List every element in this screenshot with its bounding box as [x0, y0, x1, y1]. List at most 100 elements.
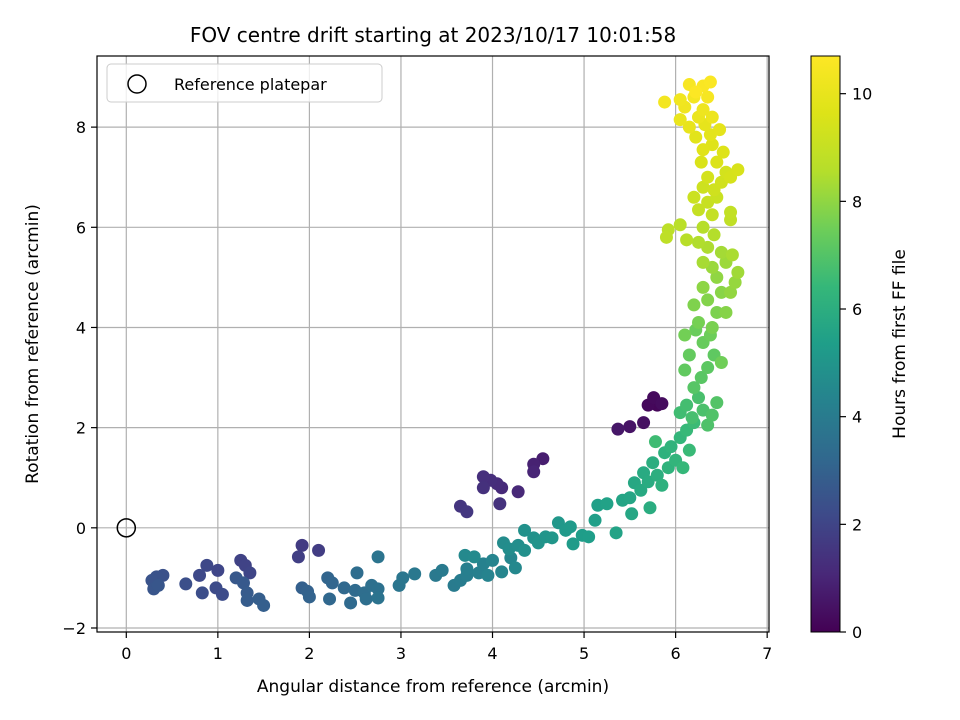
y-tick-label: −2 [62, 619, 86, 638]
scatter-point [716, 145, 730, 159]
x-axis-ticks: 0 1 2 3 4 5 6 7 [121, 632, 772, 663]
x-tick-label: 4 [487, 644, 497, 663]
scatter-point [295, 538, 309, 552]
scatter-point [696, 280, 710, 294]
scatter-point [694, 371, 708, 385]
scatter-point [701, 361, 715, 375]
scatter-point [582, 530, 596, 544]
scatter-point [511, 485, 525, 499]
scatter-point [655, 397, 669, 411]
scatter-point [611, 422, 625, 436]
scatter-point [467, 550, 481, 564]
scatter-point [408, 567, 422, 581]
scatter-point [719, 305, 733, 319]
legend-marker-icon [127, 74, 147, 94]
scatter-point [344, 596, 358, 610]
colorbar-tick-label: 4 [852, 408, 862, 427]
scatter-point [694, 155, 708, 169]
colorbar-tick-label: 2 [852, 515, 862, 534]
y-tick-label: 0 [76, 519, 86, 538]
scatter-point [545, 531, 559, 545]
scatter-point [682, 348, 696, 362]
scatter-point [678, 363, 692, 377]
scatter-point [678, 328, 692, 342]
scatter-point [687, 298, 701, 312]
x-tick-label: 3 [396, 644, 406, 663]
scatter-point [371, 550, 385, 564]
scatter-point [646, 456, 660, 470]
scatter-point [193, 568, 207, 582]
colorbar-tick-label: 6 [852, 300, 862, 319]
scatter-point [243, 566, 257, 580]
plot-frame [96, 55, 770, 633]
scatter-point [302, 590, 316, 604]
scatter-point [701, 90, 715, 104]
scatter-point [518, 543, 532, 557]
scatter-point [689, 85, 703, 99]
scatter-point [508, 561, 522, 575]
scatter-point [291, 550, 305, 564]
scatter-point [236, 576, 250, 590]
scatter-point [527, 465, 541, 479]
scatter-point [703, 75, 717, 89]
scatter-point [215, 587, 229, 601]
grid [97, 56, 769, 632]
scatter-point [731, 163, 745, 177]
x-tick-label: 6 [671, 644, 681, 663]
scatter-point [625, 507, 639, 521]
scatter-point [692, 315, 706, 329]
scatter-point [673, 113, 687, 127]
scatter-point [486, 553, 500, 567]
scatter-point [240, 593, 254, 607]
scatter-point [710, 396, 724, 410]
scatter-point [609, 526, 623, 540]
x-tick-label: 7 [762, 644, 772, 663]
scatter-point [710, 270, 724, 284]
scatter-point [696, 143, 710, 157]
scatter-point [696, 180, 710, 194]
scatter-point [705, 320, 719, 334]
scatter-point [692, 391, 706, 405]
scatter-point [634, 483, 648, 497]
scatter-point [650, 468, 664, 482]
colorbar-tick-label: 0 [852, 623, 862, 642]
x-tick-label: 5 [579, 644, 589, 663]
y-tick-label: 2 [76, 419, 86, 438]
x-tick-label: 2 [304, 644, 314, 663]
colorbar-label: Hours from first FF file [890, 249, 910, 439]
y-tick-label: 6 [76, 218, 86, 237]
colorbar-ticks: 0 2 4 6 8 10 [840, 85, 872, 642]
scatter-point [312, 543, 326, 557]
scatter-point [701, 293, 715, 307]
scatter-point [685, 411, 699, 425]
colorbar [810, 55, 841, 633]
x-tick-label: 1 [213, 644, 223, 663]
scatter-point [673, 218, 687, 232]
scatter-point [200, 558, 214, 572]
scatter-point [518, 523, 532, 537]
scatter-point [600, 497, 614, 511]
scatter-point [623, 420, 637, 434]
scatter-point [481, 568, 495, 582]
scatter-point [179, 577, 193, 591]
scatter-point [476, 481, 490, 495]
scatter-point [705, 408, 719, 422]
scatter-point [195, 586, 209, 600]
scatter-point [664, 440, 678, 454]
scatter-point [728, 275, 742, 289]
scatter-point [435, 563, 449, 577]
scatter-point [682, 120, 696, 134]
scatter-point [705, 110, 719, 124]
scatter-point [323, 592, 337, 606]
scatter-point [371, 582, 385, 596]
scatter-point [705, 208, 719, 222]
y-tick-label: 8 [76, 118, 86, 137]
scatter-point [687, 190, 701, 204]
scatter-point [641, 475, 655, 489]
scatter-point [460, 505, 474, 519]
scatter-point [151, 578, 165, 592]
scatter-point [211, 563, 225, 577]
scatter-point [692, 203, 706, 217]
scatter-point [696, 103, 710, 117]
